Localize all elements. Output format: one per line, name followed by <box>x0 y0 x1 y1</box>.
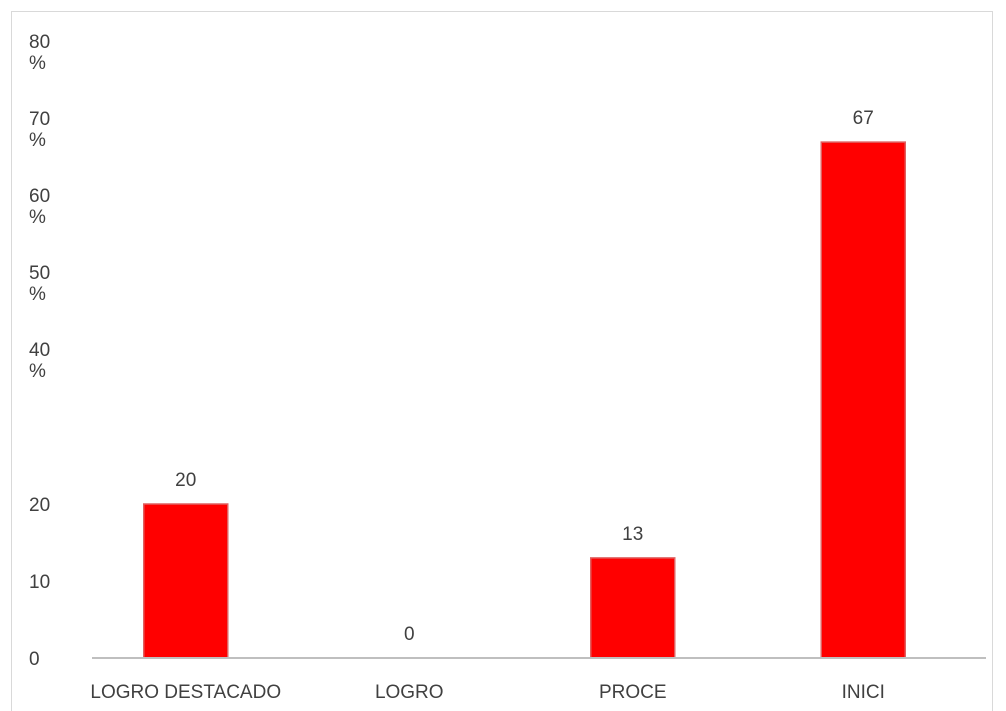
y-tick-label: 60% <box>29 186 50 228</box>
data-label: 0 <box>404 624 415 645</box>
x-category-label: LOGRO DESTACADO <box>90 682 281 703</box>
data-label: 20 <box>175 470 196 491</box>
y-tick-label: 0 <box>29 649 40 670</box>
bar <box>143 503 229 659</box>
bars-group <box>143 141 906 659</box>
data-label: 13 <box>622 524 643 545</box>
y-axis-ticks: 0 10 20 40 % 50 % 60 % 70 % 80% <box>29 32 50 670</box>
x-category-label: PROCE <box>599 682 667 703</box>
y-tick-label: 50% <box>29 263 50 305</box>
y-tick-label: 20 <box>29 495 50 516</box>
chart-frame <box>11 11 993 711</box>
x-category-label: INICI <box>842 682 885 703</box>
x-category-label: LOGRO <box>375 682 444 703</box>
x-axis-categories: LOGRO DESTACADO LOGRO PROCE INICI <box>90 682 885 703</box>
y-tick-label: 70% <box>29 109 50 151</box>
data-labels-group: 20 0 13 67 <box>175 108 874 645</box>
y-tick-label: 80% <box>29 32 50 74</box>
y-tick-label: 10 <box>29 572 50 593</box>
bar <box>590 557 676 659</box>
y-tick-label: 40% <box>29 340 50 382</box>
bar <box>820 141 906 659</box>
data-label: 67 <box>853 108 874 129</box>
